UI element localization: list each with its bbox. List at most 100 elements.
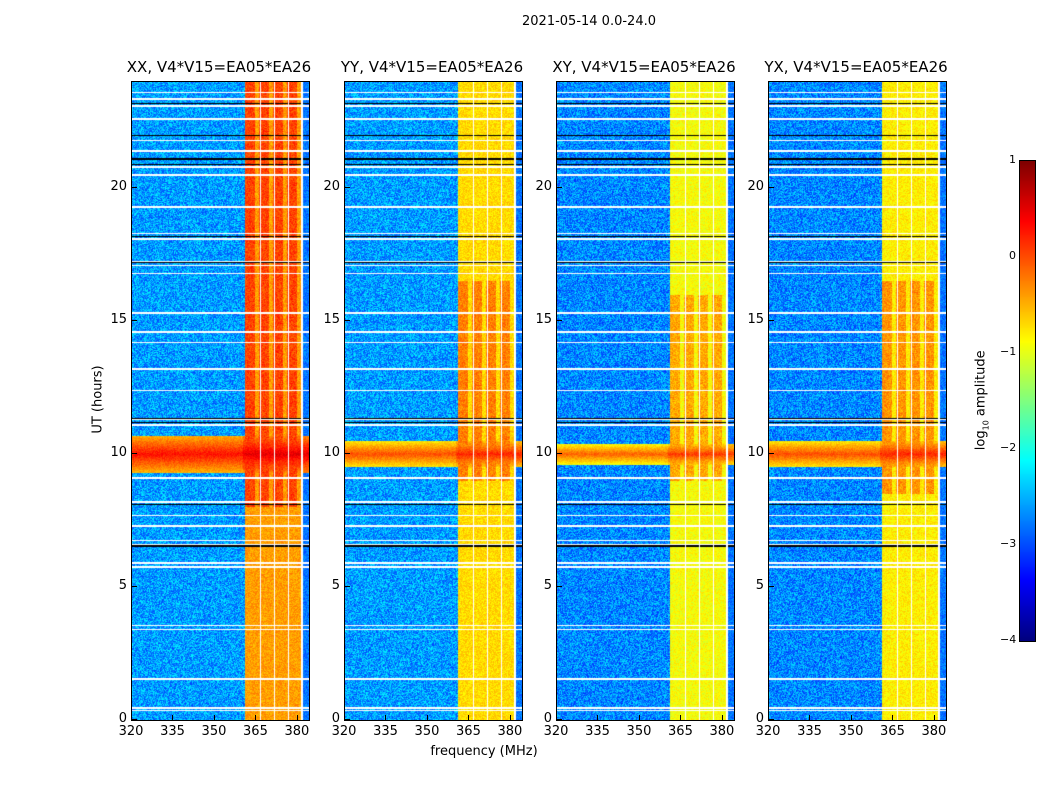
y-tick-mark: [769, 453, 774, 455]
colorbar-tick-label: 1: [1009, 153, 1016, 166]
x-tick-mark: [255, 715, 257, 720]
panel-title: YY, V4*V15=EA05*EA26: [340, 58, 524, 76]
x-tick-mark: [680, 715, 682, 720]
y-tick-mark: [557, 187, 562, 189]
x-tick-mark: [131, 715, 132, 720]
y-tick-mark: [557, 719, 562, 720]
y-tick-label: 20: [535, 179, 552, 195]
x-tick-mark: [597, 715, 599, 720]
y-tick-label: 0: [755, 711, 764, 726]
x-tick-mark: [426, 715, 428, 720]
x-tick-label: 365: [456, 724, 481, 739]
colorbar-tick-label: 0: [1009, 249, 1016, 262]
y-tick-mark: [132, 586, 137, 588]
colorbar: [1019, 160, 1036, 642]
y-tick-label: 0: [331, 711, 340, 726]
x-tick-mark: [850, 715, 852, 720]
y-tick-label: 20: [323, 179, 340, 195]
y-tick-mark: [132, 187, 137, 189]
x-tick-mark: [344, 715, 345, 720]
y-tick-label: 5: [543, 578, 552, 594]
x-tick-label: 350: [414, 724, 440, 739]
y-axis-label: UT (hours): [90, 365, 106, 434]
x-tick-label: 380: [709, 724, 735, 739]
x-tick-label: 365: [243, 724, 268, 739]
x-tick-mark: [809, 715, 811, 720]
y-tick-label: 0: [543, 711, 552, 726]
y-tick-mark: [345, 586, 350, 588]
x-tick-mark: [721, 715, 723, 720]
x-tick-label: 380: [921, 724, 947, 739]
x-tick-mark: [556, 715, 557, 720]
y-tick-label: 5: [755, 578, 764, 594]
y-tick-label: 10: [535, 445, 552, 461]
x-tick-label: 320: [543, 724, 569, 739]
colorbar-tick-label: −4: [1000, 633, 1017, 646]
y-tick-label: 10: [110, 445, 127, 461]
heatmap-panel-xx: [131, 81, 310, 721]
x-tick-label: 320: [331, 724, 357, 739]
colorbar-tick-label: −3: [1000, 537, 1017, 550]
colorbar-tick-label: −2: [1000, 441, 1017, 454]
x-tick-label: 320: [755, 724, 781, 739]
x-tick-mark: [638, 715, 640, 720]
y-tick-label: 5: [118, 578, 127, 594]
y-tick-label: 20: [110, 179, 127, 195]
x-tick-label: 320: [118, 724, 144, 739]
x-tick-mark: [172, 715, 174, 720]
y-tick-label: 10: [747, 445, 764, 461]
x-tick-label: 350: [201, 724, 227, 739]
y-tick-mark: [557, 586, 562, 588]
x-tick-label: 335: [160, 724, 185, 739]
x-tick-mark: [468, 715, 470, 720]
y-tick-mark: [345, 719, 350, 720]
y-tick-label: 0: [118, 711, 127, 726]
heatmap-panel-yy: [344, 81, 523, 721]
x-tick-label: 365: [880, 724, 905, 739]
x-tick-mark: [296, 715, 298, 720]
x-tick-label: 365: [668, 724, 693, 739]
x-tick-mark: [933, 715, 935, 720]
x-tick-label: 335: [585, 724, 610, 739]
panel-title: XY, V4*V15=EA05*EA26: [552, 58, 736, 76]
y-tick-label: 15: [110, 312, 127, 328]
y-tick-label: 15: [535, 312, 552, 328]
x-tick-mark: [509, 715, 511, 720]
heatmap-panel-xy: [556, 81, 735, 721]
y-tick-mark: [132, 453, 137, 455]
y-tick-mark: [769, 187, 774, 189]
x-tick-mark: [385, 715, 387, 720]
y-tick-mark: [769, 719, 774, 720]
y-tick-mark: [557, 453, 562, 455]
y-tick-mark: [345, 320, 350, 322]
x-tick-label: 380: [284, 724, 310, 739]
y-tick-mark: [769, 320, 774, 322]
y-tick-mark: [345, 187, 350, 189]
heatmap-panel-yx: [768, 81, 947, 721]
x-tick-label: 350: [626, 724, 652, 739]
x-axis-label: frequency (MHz): [430, 744, 538, 759]
y-tick-label: 15: [747, 312, 764, 328]
y-tick-label: 5: [331, 578, 340, 594]
y-tick-mark: [557, 320, 562, 322]
y-tick-mark: [769, 586, 774, 588]
x-tick-mark: [213, 715, 215, 720]
colorbar-tick-label: −1: [1000, 345, 1017, 358]
figure-title: 2021-05-14 0.0-24.0: [522, 14, 656, 29]
colorbar-label: log10 amplitude: [973, 350, 991, 451]
x-tick-label: 380: [497, 724, 523, 739]
y-tick-mark: [132, 320, 137, 322]
y-tick-label: 10: [323, 445, 340, 461]
x-tick-label: 335: [373, 724, 398, 739]
y-tick-label: 20: [747, 179, 764, 195]
y-tick-mark: [132, 719, 137, 720]
y-tick-label: 15: [323, 312, 340, 328]
y-tick-mark: [345, 453, 350, 455]
panel-title: YX, V4*V15=EA05*EA26: [764, 58, 948, 76]
x-tick-mark: [768, 715, 769, 720]
x-tick-mark: [892, 715, 894, 720]
panel-title: XX, V4*V15=EA05*EA26: [126, 58, 312, 76]
x-tick-label: 335: [797, 724, 822, 739]
x-tick-label: 350: [838, 724, 864, 739]
